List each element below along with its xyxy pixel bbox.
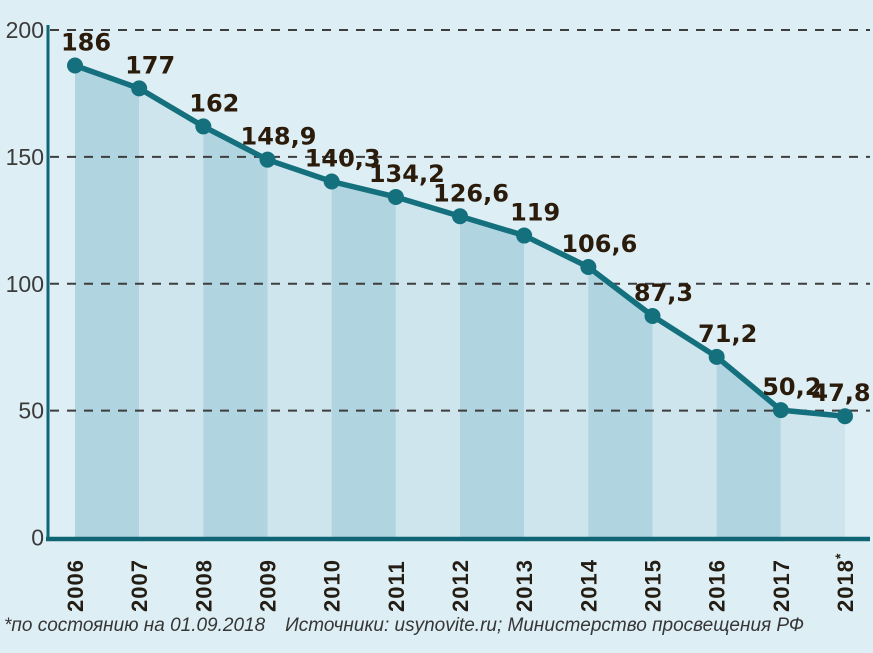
data-point-marker bbox=[516, 227, 533, 244]
data-point-marker bbox=[195, 118, 212, 135]
x-tick-label: 2007 bbox=[127, 559, 152, 612]
y-tick-label: 200 bbox=[6, 17, 44, 43]
x-tick-label: 2017 bbox=[769, 559, 794, 612]
data-point-marker bbox=[259, 151, 276, 168]
area-stripe bbox=[588, 65, 653, 538]
x-tick-label: 2006 bbox=[63, 559, 88, 612]
value-label: 47,8 bbox=[811, 379, 870, 407]
x-tick-label: 2013 bbox=[512, 559, 537, 612]
x-tick-label: 2010 bbox=[320, 559, 345, 612]
area-stripe bbox=[267, 65, 332, 538]
data-point-marker bbox=[644, 307, 661, 324]
area-stripe bbox=[203, 65, 268, 538]
area-stripe bbox=[652, 65, 717, 538]
footnote-text: *по состоянию на 01.09.2018 bbox=[4, 615, 266, 636]
x-tick-label: 2015 bbox=[641, 559, 666, 612]
x-tick-label: 2018* bbox=[832, 553, 858, 612]
area-stripe bbox=[460, 65, 525, 538]
value-label: 119 bbox=[510, 199, 560, 227]
value-label: 71,2 bbox=[698, 320, 757, 348]
data-point-marker bbox=[387, 188, 404, 205]
value-label: 162 bbox=[189, 89, 239, 117]
value-label: 148,9 bbox=[241, 123, 317, 151]
x-tick-label: 2008 bbox=[191, 559, 216, 612]
value-label: 177 bbox=[125, 51, 175, 79]
data-point-marker bbox=[772, 402, 789, 419]
y-tick-label: 50 bbox=[18, 398, 44, 424]
y-tick-label: 0 bbox=[31, 525, 44, 551]
x-tick-label: 2011 bbox=[384, 560, 409, 612]
data-point-marker bbox=[323, 173, 340, 190]
value-label: 87,3 bbox=[634, 279, 693, 307]
data-point-marker bbox=[131, 80, 148, 97]
x-tick-label: 2016 bbox=[705, 559, 730, 612]
data-point-marker bbox=[67, 57, 83, 74]
data-point-marker bbox=[452, 208, 468, 225]
area-fill bbox=[75, 65, 845, 538]
data-point-marker bbox=[580, 259, 597, 276]
area-stripe bbox=[716, 65, 781, 538]
area-stripe bbox=[395, 65, 460, 538]
value-label: 50,2 bbox=[762, 373, 821, 401]
area-stripe bbox=[524, 65, 589, 538]
area-stripe bbox=[780, 65, 845, 538]
data-point-marker bbox=[708, 348, 725, 365]
footer-note: *по состоянию на 01.09.2018 Источники: us… bbox=[4, 615, 870, 637]
x-tick-label: 2012 bbox=[448, 559, 473, 612]
data-point-marker bbox=[837, 408, 853, 425]
area-stripe bbox=[331, 65, 396, 538]
value-label: 186 bbox=[61, 29, 111, 57]
y-tick-label: 100 bbox=[6, 271, 44, 297]
sources-text: Источники: usynovite.ru; Министерство пр… bbox=[285, 615, 804, 636]
area-stripe bbox=[75, 65, 140, 538]
value-label: 126,6 bbox=[433, 179, 509, 207]
value-label: 134,2 bbox=[369, 160, 445, 188]
y-tick-label: 150 bbox=[6, 144, 44, 170]
area-stripe bbox=[139, 65, 204, 538]
value-label: 140,3 bbox=[305, 144, 381, 172]
x-tick-label: 2014 bbox=[576, 559, 601, 612]
x-tick-label: 2009 bbox=[256, 559, 281, 612]
value-label: 106,6 bbox=[561, 230, 637, 258]
